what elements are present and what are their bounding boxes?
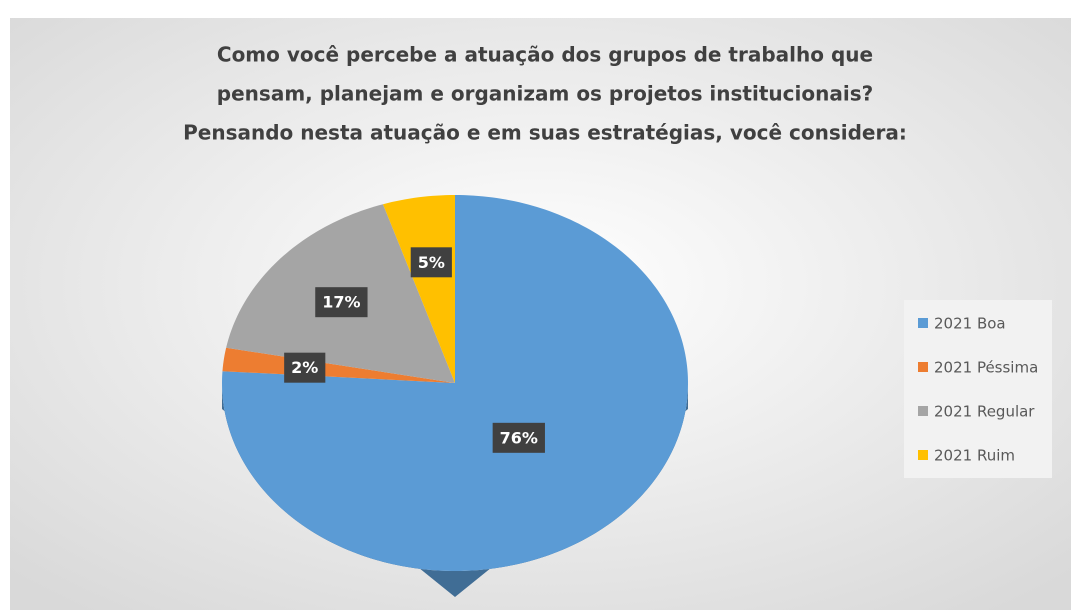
legend-swatch	[918, 318, 928, 328]
legend-label: 2021 Boa	[934, 315, 1006, 333]
legend-swatch	[918, 450, 928, 460]
legend-swatch	[918, 406, 928, 416]
legend-label: 2021 Regular	[934, 403, 1035, 421]
chart-title: Como você percebe a atuação dos grupos d…	[217, 43, 873, 67]
legend-label: 2021 Ruim	[934, 447, 1015, 465]
legend-box	[904, 300, 1052, 478]
legend-label: 2021 Péssima	[934, 359, 1038, 377]
data-label-box	[410, 247, 452, 278]
data-label-box	[315, 287, 368, 318]
data-label: 5%	[418, 253, 445, 272]
legend-swatch	[918, 362, 928, 372]
data-label: 76%	[500, 428, 538, 447]
data-label-box	[492, 422, 545, 453]
chart-title: Pensando nesta atuação e em suas estraté…	[183, 121, 907, 145]
slice	[222, 195, 688, 571]
data-label: 17%	[322, 293, 360, 312]
slice	[383, 195, 455, 383]
data-label: 2%	[291, 358, 318, 377]
data-label-box	[284, 352, 326, 383]
chart-title: pensam, planejam e organizam os projetos…	[217, 82, 873, 106]
slice	[222, 347, 455, 383]
